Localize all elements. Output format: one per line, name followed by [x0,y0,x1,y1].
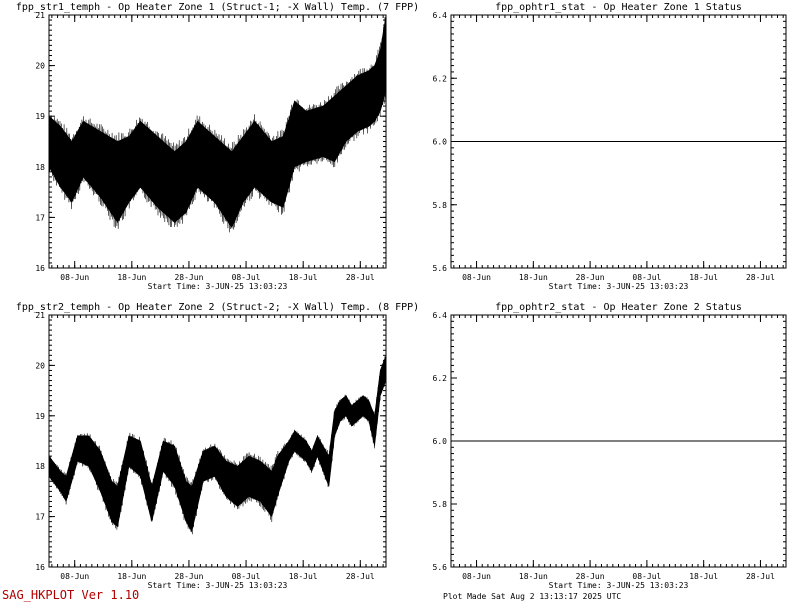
y-tick-label: 21 [35,311,45,320]
y-tick-label: 21 [35,11,45,20]
x-tick-label: 08-Jun [462,572,491,581]
chart-panel-1: fpp_str1_temph - Op Heater Zone 1 (Struc… [16,2,419,291]
x-tick-label: 28-Jun [576,572,605,581]
chart-title: fpp_ophtr1_stat - Op Heater Zone 1 Statu… [495,2,742,13]
y-tick-label: 5.6 [433,264,448,273]
x-tick-label: 18-Jul [689,273,718,282]
chart-title: fpp_str1_temph - Op Heater Zone 1 (Struc… [16,2,419,13]
y-tick-label: 5.6 [433,563,448,572]
x-tick-label: 08-Jun [60,572,89,581]
x-tick-label: 08-Jul [232,572,261,581]
y-tick-label: 6.4 [433,11,448,20]
y-tick-label: 17 [35,513,45,522]
x-tick-label: 28-Jul [746,273,775,282]
x-tick-label: 18-Jul [689,572,718,581]
plot-made-timestamp: Plot Made Sat Aug 2 13:13:17 2025 UTC [443,592,622,601]
chart-title: fpp_ophtr2_stat - Op Heater Zone 2 Statu… [495,302,742,313]
y-tick-label: 6.4 [433,311,448,320]
x-tick-label: 28-Jun [174,273,203,282]
y-tick-label: 19 [35,112,45,121]
x-tick-label: 28-Jun [576,273,605,282]
temperature-envelope [48,355,387,533]
y-tick-label: 6.2 [433,374,448,383]
plot-frame [48,314,387,568]
x-tick-label: 08-Jul [632,572,661,581]
x-tick-label: 08-Jul [632,273,661,282]
y-tick-label: 6.2 [433,74,448,83]
x-tick-label: 18-Jul [289,273,318,282]
y-tick-label: 18 [35,163,45,172]
start-time-label: Start Time: 3-JUN-25 13:03:23 [549,282,689,291]
x-tick-label: 08-Jun [60,273,89,282]
y-tick-label: 6.0 [433,437,448,446]
start-time-label: Start Time: 3-JUN-25 13:03:23 [148,282,288,291]
y-tick-label: 6.0 [433,138,448,147]
x-tick-label: 18-Jun [519,273,548,282]
chart-title: fpp_str2_temph - Op Heater Zone 2 (Struc… [16,302,419,313]
x-tick-label: 08-Jul [232,273,261,282]
x-tick-label: 18-Jun [117,273,146,282]
x-tick-label: 28-Jul [346,273,375,282]
y-tick-label: 5.8 [433,500,448,509]
y-tick-label: 20 [35,361,45,370]
x-tick-label: 18-Jun [117,572,146,581]
chart-panel-3: fpp_str2_temph - Op Heater Zone 2 (Struc… [16,302,419,590]
x-tick-label: 18-Jul [289,572,318,581]
y-tick-label: 16 [35,264,45,273]
y-tick-label: 18 [35,462,45,471]
x-tick-label: 18-Jun [519,572,548,581]
x-tick-label: 28-Jul [346,572,375,581]
y-tick-label: 16 [35,563,45,572]
x-tick-label: 28-Jun [174,572,203,581]
y-tick-label: 5.8 [433,201,448,210]
chart-panel-4: fpp_ophtr2_stat - Op Heater Zone 2 Statu… [433,302,787,590]
temperature-trace-line [48,16,386,233]
x-tick-label: 28-Jul [746,572,775,581]
y-tick-label: 19 [35,412,45,421]
start-time-label: Start Time: 3-JUN-25 13:03:23 [148,581,288,590]
chart-panel-2: fpp_ophtr1_stat - Op Heater Zone 1 Statu… [433,2,787,291]
program-version-label: SAG_HKPLOT Ver 1.10 [2,588,140,602]
y-tick-label: 17 [35,213,45,222]
temperature-trace-line [48,356,386,535]
x-tick-label: 08-Jun [462,273,491,282]
y-tick-label: 20 [35,62,45,71]
start-time-label: Start Time: 3-JUN-25 13:03:23 [549,581,689,590]
